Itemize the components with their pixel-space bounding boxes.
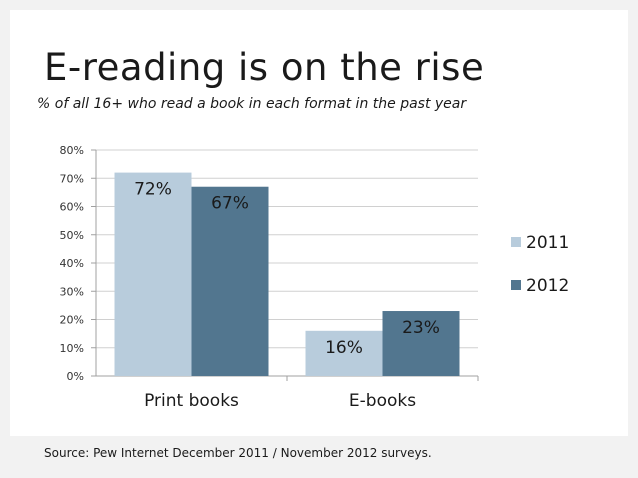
bar-2012-print [191,186,269,376]
x-axis-categories: Print books E-books [144,391,416,411]
data-label: 67% [211,194,249,214]
y-tick-label: 40% [60,257,84,270]
source-note: Source: Pew Internet December 2011 / Nov… [44,446,432,460]
legend-swatch [511,280,521,290]
chart-title: E-reading is on the rise [44,46,485,89]
data-label: 72% [134,180,172,200]
y-tick-label: 20% [60,314,84,327]
bar-2012-ebooks [382,311,460,376]
data-label: 23% [402,318,440,338]
y-tick-label: 50% [60,229,84,242]
legend: 2011 2012 [511,233,569,296]
data-label: 16% [325,338,363,358]
legend-label: 2011 [526,233,569,253]
y-tick-label: 70% [60,172,84,185]
legend-swatch [511,237,521,247]
bar-2011-ebooks [305,330,383,376]
y-tick-label: 80% [60,144,84,157]
chart-subtitle: % of all 16+ who read a book in each for… [37,96,467,112]
data-labels: 72% 67% 16% 23% [134,180,440,358]
bars [114,172,460,376]
y-tick-label: 30% [60,285,84,298]
y-tick-label: 0% [67,370,84,383]
legend-label: 2012 [526,276,569,296]
y-axis-ticks: 0% 10% 20% 30% 40% 50% 60% 70% 80% [60,144,84,383]
y-tick-label: 10% [60,342,84,355]
x-category-label: Print books [144,391,239,411]
x-category-label: E-books [349,391,416,411]
bar-chart: 0%10%20%30%40%50%60%70%80% 72%67%16%23% … [60,144,570,411]
bar-2011-print [114,172,192,376]
y-tick-label: 60% [60,201,84,214]
